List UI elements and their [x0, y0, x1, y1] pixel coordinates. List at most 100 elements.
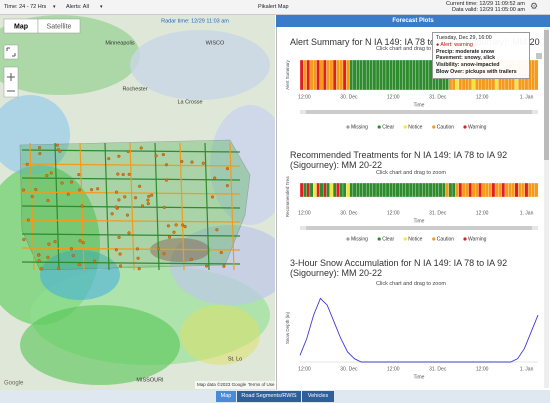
- station-marker[interactable]: [55, 143, 59, 147]
- station-marker[interactable]: [26, 218, 30, 222]
- station-marker[interactable]: [114, 205, 118, 209]
- station-marker[interactable]: [190, 160, 194, 164]
- station-marker[interactable]: [117, 154, 121, 158]
- station-marker[interactable]: [137, 267, 141, 271]
- station-marker[interactable]: [107, 157, 111, 161]
- station-marker[interactable]: [136, 256, 140, 260]
- station-marker[interactable]: [114, 190, 119, 194]
- station-marker[interactable]: [93, 259, 97, 263]
- station-marker[interactable]: [45, 173, 49, 178]
- station-marker[interactable]: [56, 148, 60, 152]
- station-marker[interactable]: [57, 266, 61, 270]
- alerts-filter[interactable]: Alerts: All: [66, 4, 89, 10]
- station-marker[interactable]: [172, 230, 176, 234]
- tab-map[interactable]: Map: [216, 391, 236, 402]
- station-marker[interactable]: [90, 188, 94, 192]
- station-marker[interactable]: [180, 159, 184, 164]
- legend-label[interactable]: Caution: [437, 124, 454, 130]
- station-marker[interactable]: [69, 247, 73, 251]
- tab-road-segments[interactable]: Road Segments/RWIS: [237, 391, 301, 402]
- station-marker[interactable]: [37, 253, 41, 257]
- station-marker[interactable]: [114, 248, 118, 252]
- station-marker[interactable]: [71, 253, 75, 258]
- range-thumb[interactable]: [306, 110, 532, 114]
- station-marker[interactable]: [201, 161, 205, 165]
- station-marker[interactable]: [117, 235, 121, 239]
- station-marker[interactable]: [189, 257, 193, 261]
- station-marker[interactable]: [78, 239, 82, 243]
- tab-vehicles[interactable]: Vehicles: [302, 391, 334, 402]
- station-marker[interactable]: [127, 172, 131, 176]
- station-marker[interactable]: [25, 162, 29, 166]
- settings-gear[interactable]: ⚙: [530, 1, 539, 11]
- terms-link[interactable]: Terms of Use: [248, 382, 275, 387]
- station-marker[interactable]: [123, 195, 127, 199]
- legend-label[interactable]: Warning: [468, 236, 487, 242]
- station-marker[interactable]: [210, 195, 215, 199]
- zoom-control[interactable]: [3, 66, 19, 98]
- legend-label[interactable]: Notice: [408, 124, 422, 130]
- station-marker[interactable]: [77, 173, 81, 177]
- station-marker[interactable]: [146, 198, 150, 202]
- station-marker[interactable]: [126, 149, 130, 154]
- station-marker[interactable]: [96, 187, 100, 191]
- station-marker[interactable]: [166, 224, 170, 228]
- station-marker[interactable]: [161, 153, 165, 157]
- station-marker[interactable]: [164, 163, 169, 167]
- station-marker[interactable]: [30, 194, 34, 199]
- station-marker[interactable]: [66, 192, 70, 196]
- station-marker[interactable]: [150, 193, 154, 197]
- legend-label[interactable]: Caution: [437, 236, 454, 242]
- station-marker[interactable]: [147, 194, 151, 198]
- legend-label[interactable]: Notice: [408, 236, 422, 242]
- station-marker[interactable]: [38, 151, 42, 156]
- station-marker[interactable]: [215, 228, 219, 232]
- station-marker[interactable]: [46, 255, 50, 259]
- station-marker[interactable]: [118, 252, 122, 256]
- station-marker[interactable]: [22, 237, 26, 242]
- fullscreen-button[interactable]: [3, 44, 19, 60]
- station-marker[interactable]: [127, 231, 131, 235]
- station-marker[interactable]: [133, 196, 138, 200]
- station-marker[interactable]: [37, 259, 41, 263]
- station-marker[interactable]: [167, 235, 172, 239]
- station-marker[interactable]: [162, 252, 166, 256]
- satellite-toggle[interactable]: [37, 18, 81, 34]
- station-marker[interactable]: [110, 212, 114, 216]
- station-marker[interactable]: [119, 264, 123, 268]
- station-marker[interactable]: [138, 184, 142, 188]
- station-marker[interactable]: [139, 146, 143, 150]
- station-marker[interactable]: [53, 240, 57, 244]
- legend-label[interactable]: Clear: [382, 124, 394, 130]
- station-marker[interactable]: [77, 263, 81, 267]
- station-marker[interactable]: [213, 176, 217, 180]
- station-marker[interactable]: [60, 181, 64, 185]
- station-marker[interactable]: [157, 247, 161, 251]
- station-marker[interactable]: [117, 198, 121, 202]
- station-marker[interactable]: [225, 167, 230, 171]
- legend-label[interactable]: Warning: [468, 124, 487, 130]
- station-marker[interactable]: [21, 188, 26, 192]
- station-marker[interactable]: [125, 213, 129, 217]
- legend-label[interactable]: Clear: [382, 236, 394, 242]
- station-marker[interactable]: [121, 172, 125, 177]
- scroll-thumb[interactable]: [544, 30, 549, 160]
- legend-label[interactable]: Missing: [351, 124, 368, 130]
- station-marker[interactable]: [174, 223, 178, 227]
- station-marker[interactable]: [38, 146, 42, 150]
- station-marker[interactable]: [205, 264, 209, 268]
- station-marker[interactable]: [140, 204, 145, 208]
- station-marker[interactable]: [81, 241, 85, 245]
- panel-scrollbar[interactable]: [544, 28, 549, 388]
- range-thumb[interactable]: [306, 226, 532, 230]
- station-marker[interactable]: [162, 205, 166, 209]
- time-filter[interactable]: Time: 24 - 72 Hrs: [4, 4, 47, 10]
- station-marker[interactable]: [154, 154, 158, 158]
- station-marker[interactable]: [116, 172, 120, 176]
- station-marker[interactable]: [47, 242, 51, 246]
- station-marker[interactable]: [46, 198, 50, 203]
- station-marker[interactable]: [164, 178, 169, 182]
- station-marker[interactable]: [219, 250, 223, 255]
- station-marker[interactable]: [225, 184, 229, 188]
- export-menu[interactable]: [536, 53, 542, 59]
